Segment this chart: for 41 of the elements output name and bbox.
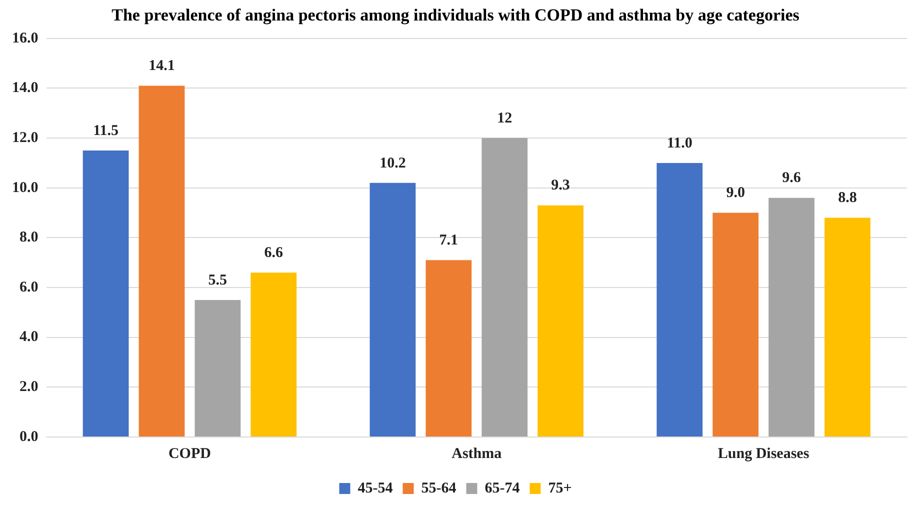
bar [370,182,416,436]
x-tick-label: Asthma [452,446,502,462]
bar [824,218,870,436]
legend-label: 65-74 [484,480,520,496]
data-label: 11.5 [93,122,119,139]
data-label: 5.5 [208,272,228,288]
bar [194,300,241,436]
data-label: 14.1 [148,58,175,74]
y-tick-label: 14.0 [12,80,38,96]
data-label: 9.6 [782,170,802,186]
legend-label: 75+ [548,480,572,496]
bar [82,150,129,436]
bar [768,198,814,436]
y-tick-label: 6.0 [20,279,38,296]
x-tick-label: Lung Diseases [718,446,810,462]
data-label: 9.3 [551,178,570,194]
data-label: 10.2 [380,155,406,172]
data-label: 6.6 [264,244,284,261]
y-tick-label: 8.0 [20,230,38,246]
bar [426,260,472,436]
data-label: 11.0 [666,135,692,152]
x-tick-label: COPD [168,446,212,462]
legend-label: 45-54 [358,480,394,496]
y-tick-label: 4.0 [20,329,38,346]
bar [482,138,528,436]
data-label: 7.1 [439,232,458,248]
bar [656,162,703,436]
data-label: 8.8 [838,190,857,206]
y-tick-label: 12.0 [12,130,38,146]
chart-title: The prevalence of angina pectoris among individuals with COPD and asthma by age categories [112,6,800,25]
data-label: 12 [497,110,512,126]
y-tick-label: 10.0 [12,180,38,196]
bar [538,205,584,436]
bar [250,272,297,436]
y-tick-label: 2.0 [20,379,38,396]
legend-label: 55-64 [421,480,457,496]
y-tick-label: 16.0 [12,30,38,46]
data-label: 9.0 [726,185,745,202]
y-tick-label: 0.0 [20,428,38,445]
bar [138,86,185,436]
bar [712,212,759,436]
